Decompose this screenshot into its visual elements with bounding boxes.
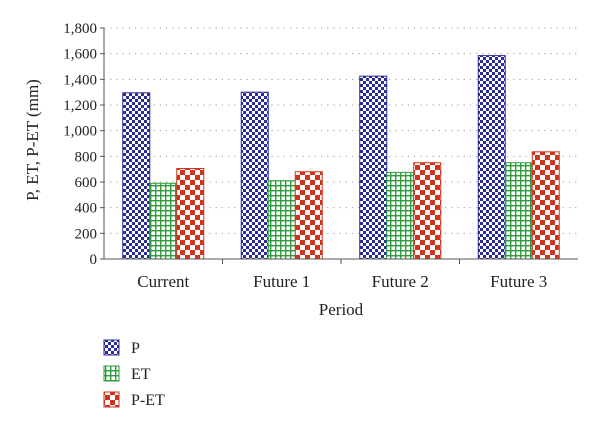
bar-p-et	[413, 162, 442, 260]
bars	[122, 55, 560, 260]
bar-p-et	[531, 151, 560, 260]
x-category-label: Future 2	[372, 272, 429, 291]
bar-p	[240, 91, 269, 260]
y-tick-label: 1,000	[63, 124, 97, 140]
y-tick-label: 0	[90, 252, 98, 268]
x-category-label: Future 1	[253, 272, 310, 291]
legend-label: ET	[131, 366, 151, 383]
x-axis-title: Period	[319, 300, 364, 319]
y-tick-label: 1,600	[63, 47, 97, 63]
legend: P ET P-ET	[103, 339, 165, 409]
legend-swatch-et	[103, 365, 120, 382]
legend-label: P-ET	[131, 392, 165, 409]
x-category-labels: Current Future 1 Future 2 Future 3	[137, 272, 547, 291]
bar-et	[267, 180, 296, 260]
y-tick-label: 1,800	[63, 21, 97, 37]
bar-p	[359, 75, 388, 260]
bar-p	[477, 55, 506, 260]
legend-swatch-p-et	[103, 391, 120, 408]
y-tick-label: 600	[75, 175, 98, 191]
bar-et	[386, 171, 415, 260]
y-tick-label: 1,400	[63, 72, 97, 88]
y-tick-labels: 0 200 400 600 800 1,000 1,200 1,400 1,600 1,800	[63, 21, 97, 268]
legend-swatch-p	[103, 339, 120, 356]
bar-p-et	[176, 168, 205, 260]
y-axis-title: P, ET, P-ET (mm)	[23, 79, 42, 201]
y-tick-label: 200	[75, 226, 98, 242]
y-tick-label: 800	[75, 149, 98, 165]
bar-et	[149, 182, 178, 260]
bar-et	[504, 162, 533, 260]
bar-p-et	[294, 171, 323, 260]
bar-p	[122, 92, 151, 260]
axes	[100, 27, 578, 264]
x-category-label: Future 3	[490, 272, 547, 291]
y-tick-label: 1,200	[63, 98, 97, 114]
legend-label: P	[131, 340, 140, 357]
x-category-label: Current	[137, 272, 189, 291]
y-tick-label: 400	[75, 201, 98, 217]
